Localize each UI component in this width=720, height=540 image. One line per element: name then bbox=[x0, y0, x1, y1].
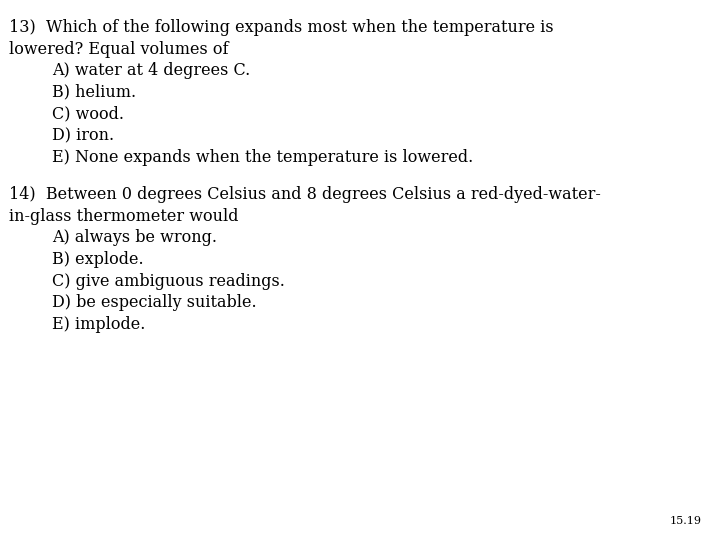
Text: E) implode.: E) implode. bbox=[52, 316, 145, 333]
Text: B) helium.: B) helium. bbox=[52, 84, 136, 100]
Text: D) iron.: D) iron. bbox=[52, 127, 114, 144]
Text: C) give ambiguous readings.: C) give ambiguous readings. bbox=[52, 273, 284, 289]
Text: 15.19: 15.19 bbox=[670, 516, 702, 526]
Text: D) be especially suitable.: D) be especially suitable. bbox=[52, 294, 256, 311]
Text: lowered? Equal volumes of: lowered? Equal volumes of bbox=[9, 40, 229, 57]
Text: in-glass thermometer would: in-glass thermometer would bbox=[9, 208, 239, 225]
Text: 14)  Between 0 degrees Celsius and 8 degrees Celsius a red-dyed-water-: 14) Between 0 degrees Celsius and 8 degr… bbox=[9, 186, 601, 203]
Text: 13)  Which of the following expands most when the temperature is: 13) Which of the following expands most … bbox=[9, 19, 554, 36]
Text: C) wood.: C) wood. bbox=[52, 105, 124, 122]
Text: A) water at 4 degrees C.: A) water at 4 degrees C. bbox=[52, 62, 250, 79]
Text: B) explode.: B) explode. bbox=[52, 251, 143, 268]
Text: E) None expands when the temperature is lowered.: E) None expands when the temperature is … bbox=[52, 148, 473, 165]
Text: A) always be wrong.: A) always be wrong. bbox=[52, 230, 217, 246]
